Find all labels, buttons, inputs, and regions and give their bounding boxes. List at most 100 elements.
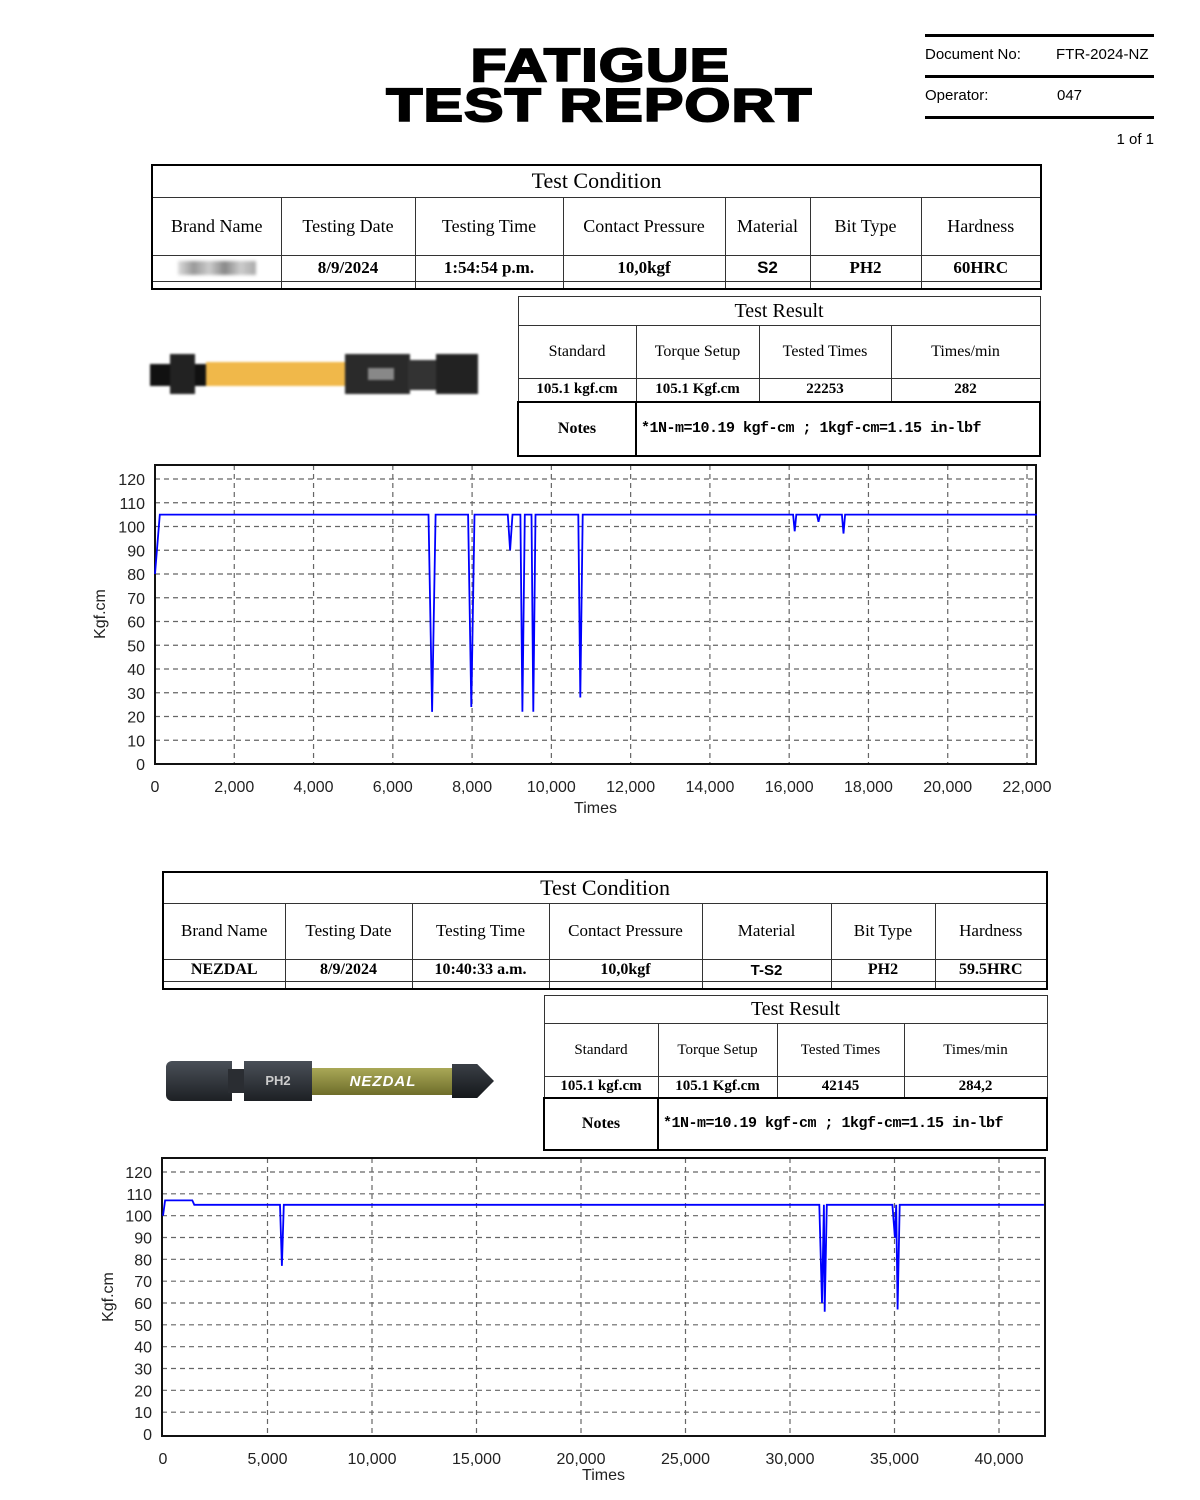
x-tick-label: 5,000 bbox=[247, 1451, 287, 1468]
notes-value: *1N-m=10.19 kgf-cm ; 1kgf-cm=1.15 in-lbf bbox=[634, 400, 1042, 457]
y-tick-label: 80 bbox=[127, 567, 145, 584]
x-tick-label: 20,000 bbox=[923, 779, 972, 796]
bit-hex-end bbox=[166, 1061, 232, 1101]
header-standard: Standard bbox=[543, 1023, 659, 1077]
header-contact-pressure: Contact Pressure bbox=[562, 196, 726, 256]
tested-times-value: 22253 bbox=[758, 378, 892, 402]
y-tick-label: 90 bbox=[134, 1231, 152, 1248]
y-axis-label: Kgf.cm bbox=[100, 1272, 117, 1322]
x-tick-label: 18,000 bbox=[844, 779, 893, 796]
material-value: S2 bbox=[724, 254, 811, 282]
y-tick-label: 120 bbox=[125, 1165, 152, 1182]
y-tick-label: 40 bbox=[127, 662, 145, 679]
header-testing-time: Testing Time bbox=[414, 196, 564, 256]
header-tested-times: Tested Times bbox=[758, 325, 892, 379]
bit-shaft bbox=[206, 362, 346, 386]
x-tick-label: 20,000 bbox=[557, 1451, 606, 1468]
x-tick-label: 6,000 bbox=[373, 779, 413, 796]
operator-label: Operator: bbox=[925, 87, 989, 104]
y-tick-label: 50 bbox=[127, 638, 145, 655]
brand-name-value: NEZDAL bbox=[162, 958, 286, 982]
y-tick-label: 110 bbox=[119, 496, 145, 513]
bit-type-value: PH2 bbox=[809, 254, 922, 282]
y-tick-label: 20 bbox=[127, 710, 145, 727]
y-tick-label: 70 bbox=[127, 591, 145, 608]
test-condition-table-2: Test Condition Brand Name Testing Date T… bbox=[162, 871, 1049, 990]
y-tick-label: 30 bbox=[134, 1362, 152, 1379]
testing-date-value: 8/9/2024 bbox=[280, 254, 416, 282]
y-tick-label: 40 bbox=[134, 1340, 152, 1357]
x-tick-label: 14,000 bbox=[685, 779, 734, 796]
testing-time-value: 1:54:54 p.m. bbox=[414, 254, 564, 282]
divider bbox=[925, 116, 1154, 119]
product-image-blurred-bit bbox=[150, 352, 480, 396]
x-tick-label: 0 bbox=[159, 1451, 168, 1468]
y-tick-label: 120 bbox=[118, 472, 145, 489]
y-tick-label: 100 bbox=[125, 1209, 152, 1226]
x-tick-label: 2,000 bbox=[214, 779, 254, 796]
y-tick-label: 110 bbox=[126, 1187, 152, 1204]
document-no-label: Document No: bbox=[925, 46, 1021, 63]
y-tick-label: 0 bbox=[143, 1427, 152, 1444]
divider bbox=[925, 34, 1154, 37]
blurred-brand-image bbox=[177, 261, 256, 275]
x-tick-label: 35,000 bbox=[870, 1451, 919, 1468]
table-title: Test Result bbox=[517, 296, 1041, 326]
title-text-2: TEST REPORT bbox=[386, 79, 814, 131]
y-tick-label: 100 bbox=[118, 520, 145, 537]
x-tick-label: 4,000 bbox=[294, 779, 334, 796]
torque-series-line bbox=[162, 1199, 1044, 1312]
torque-setup-value: 105.1 Kgf.cm bbox=[635, 378, 760, 402]
test-result-table-2: Test Result Standard Torque Setup Tested… bbox=[543, 995, 1049, 1151]
header-standard: Standard bbox=[517, 325, 637, 379]
plot-frame bbox=[154, 464, 1037, 765]
x-tick-label: 0 bbox=[151, 779, 160, 796]
plot-frame bbox=[161, 1157, 1046, 1437]
x-tick-label: 10,000 bbox=[527, 779, 576, 796]
x-axis-label: Times bbox=[574, 800, 617, 817]
x-tick-label: 16,000 bbox=[765, 779, 814, 796]
x-tick-label: 40,000 bbox=[975, 1451, 1024, 1468]
y-tick-label: 0 bbox=[136, 757, 145, 774]
header-material: Material bbox=[724, 196, 811, 256]
x-tick-label: 25,000 bbox=[661, 1451, 710, 1468]
y-tick-label: 30 bbox=[127, 686, 145, 703]
y-tick-label: 80 bbox=[134, 1252, 152, 1269]
notes-value: *1N-m=10.19 kgf-cm ; 1kgf-cm=1.15 in-lbf bbox=[656, 1096, 1049, 1151]
header-brand-name: Brand Name bbox=[162, 902, 286, 960]
contact-pressure-value: 10,0kgf bbox=[562, 254, 726, 282]
y-tick-label: 20 bbox=[134, 1383, 152, 1400]
header-hardness: Hardness bbox=[920, 196, 1042, 256]
bit-tip-head bbox=[170, 354, 195, 394]
test-condition-table-1: Test Condition Brand Name Testing Date T… bbox=[151, 164, 1043, 290]
header-torque-setup: Torque Setup bbox=[635, 325, 760, 379]
report-title-line1: FATIGUE bbox=[0, 41, 1200, 89]
header-contact-pressure: Contact Pressure bbox=[548, 902, 703, 960]
operator-value: 047 bbox=[1057, 87, 1083, 104]
header-bit-type: Bit Type bbox=[830, 902, 936, 960]
header-hardness: Hardness bbox=[934, 902, 1048, 960]
header-bit-type: Bit Type bbox=[809, 196, 922, 256]
y-tick-label: 60 bbox=[127, 615, 145, 632]
bit-label-ph2: PH2 bbox=[244, 1061, 312, 1101]
x-tick-label: 30,000 bbox=[766, 1451, 815, 1468]
notes-label: Notes bbox=[543, 1096, 659, 1151]
x-tick-label: 22,000 bbox=[1003, 779, 1052, 796]
x-tick-label: 12,000 bbox=[606, 779, 655, 796]
header-torque-setup: Torque Setup bbox=[657, 1023, 778, 1077]
bit-neck bbox=[408, 360, 438, 390]
x-tick-label: 10,000 bbox=[348, 1451, 397, 1468]
page-number: 1 of 1 bbox=[1116, 131, 1154, 148]
x-tick-label: 15,000 bbox=[452, 1451, 501, 1468]
test-result-table-1: Test Result Standard Torque Setup Tested… bbox=[517, 296, 1042, 457]
bit-logo-nezdal: NEZDAL bbox=[312, 1068, 454, 1095]
bit-label bbox=[368, 368, 394, 380]
brand-name-blurred bbox=[151, 254, 282, 282]
document-no-value: FTR-2024-NZ bbox=[1056, 46, 1149, 63]
times-per-min-value: 284,2 bbox=[903, 1076, 1048, 1098]
header-testing-date: Testing Date bbox=[284, 902, 413, 960]
x-axis-label: Times bbox=[582, 1467, 625, 1484]
bit-groove bbox=[228, 1069, 248, 1093]
